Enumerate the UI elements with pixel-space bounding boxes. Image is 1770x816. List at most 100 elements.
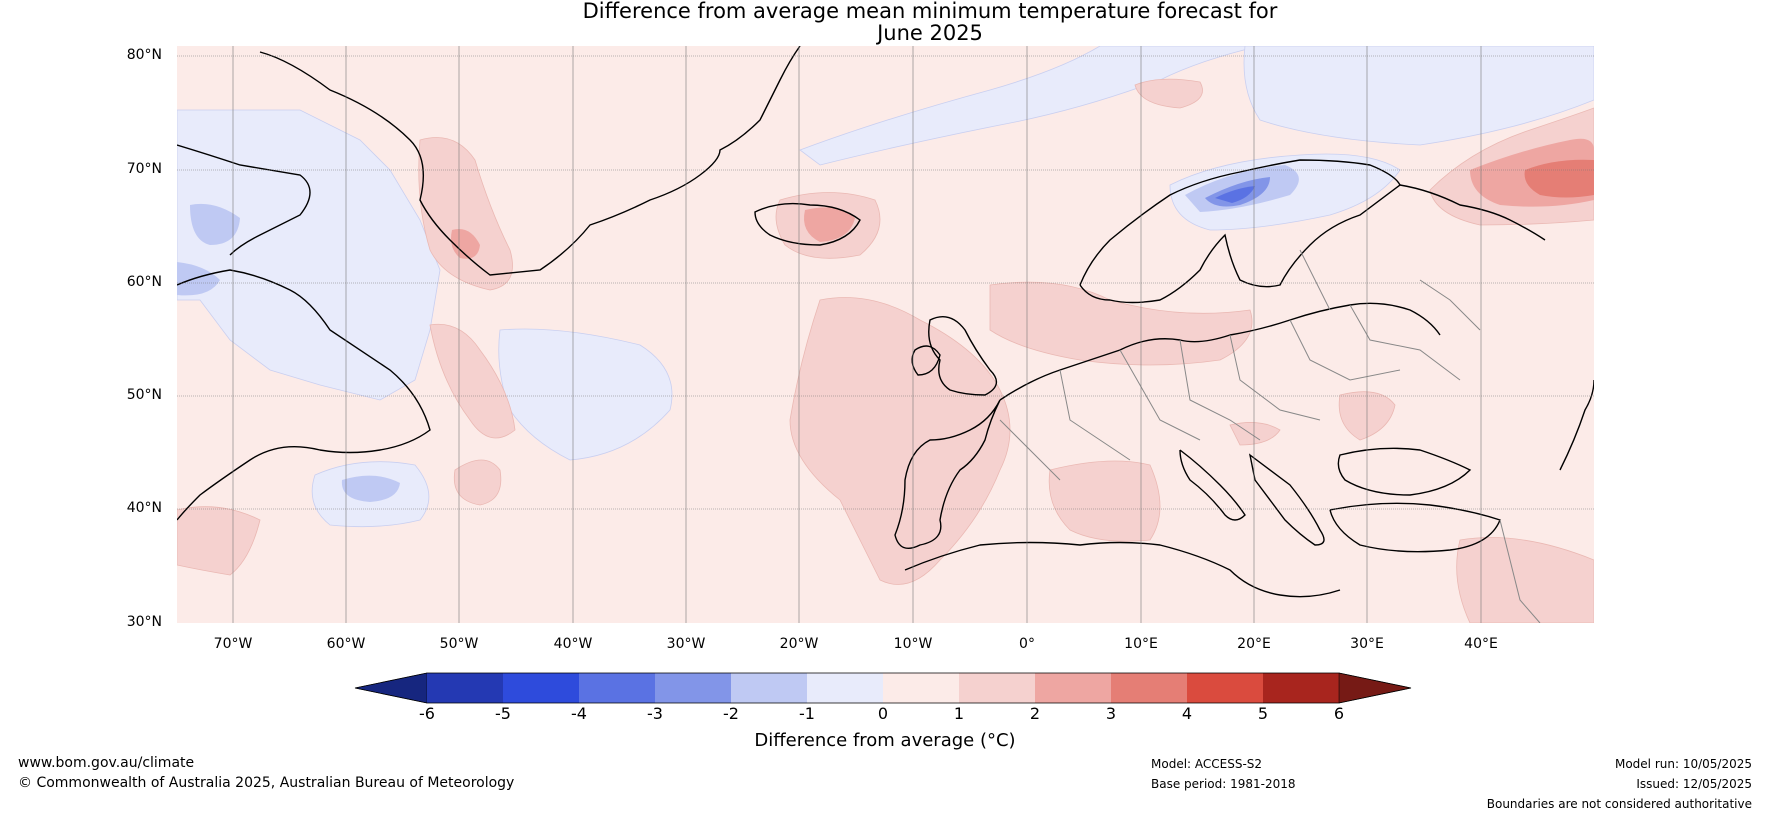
footer-issued: Issued: 12/05/2025 — [1636, 777, 1752, 791]
warm-area-west-atlantic-1 — [429, 323, 516, 439]
colorbar-tick-label: -1 — [799, 704, 815, 723]
coast-balkans — [1248, 453, 1325, 546]
colorbar-extend-low — [354, 672, 428, 704]
lat-label-50n: 50°N — [126, 387, 162, 403]
warm-area-greenland-south-core — [451, 229, 480, 259]
colorbar-segment — [1263, 673, 1339, 703]
colorbar-extend-high — [1338, 672, 1412, 704]
warm-area-west-atlantic-3 — [177, 506, 261, 576]
colorbar-segment — [731, 673, 807, 703]
lon-label-30e: 30°E — [1350, 636, 1384, 652]
coast-north-africa — [904, 541, 1341, 598]
colorbar-tick-label: -2 — [723, 704, 739, 723]
cool-area-scandinavia-3 — [1215, 186, 1255, 203]
warm-area-mediterranean — [1048, 460, 1161, 542]
warm-area-middle-east — [1456, 537, 1594, 623]
lon-label-0: 0° — [1019, 636, 1035, 652]
colorbar-segment — [1187, 673, 1263, 703]
border-5 — [1059, 369, 1131, 461]
colorbar-tick-label: 5 — [1257, 704, 1269, 723]
cool-area-atlantic-2-core — [341, 475, 400, 502]
lon-label-70w: 70°W — [213, 636, 253, 652]
border-2 — [1179, 339, 1261, 441]
warm-area-arctic — [1134, 78, 1203, 109]
coast-kola — [1399, 184, 1546, 241]
cool-area-hudson — [177, 262, 220, 296]
footer-base-period: Base period: 1981-2018 — [1151, 777, 1296, 791]
warm-area-iceland-core — [804, 207, 855, 242]
cool-area-barents — [1243, 46, 1594, 146]
lat-label-30n: 30°N — [126, 614, 162, 630]
colorbar-tick-label: 3 — [1105, 704, 1117, 723]
map-title-line2: June 2025 — [877, 21, 983, 45]
warm-area-east-atlantic — [789, 297, 1011, 585]
colorbar-tick-label: 4 — [1181, 704, 1193, 723]
colorbar-segment — [883, 673, 959, 703]
lat-label-70n: 70°N — [126, 161, 162, 177]
coast-iberia — [894, 399, 1001, 549]
colorbar-segment — [1035, 673, 1111, 703]
coast-caspian — [1559, 379, 1594, 471]
coastlines — [177, 46, 1594, 598]
warm-area-western-europe — [989, 281, 1253, 366]
footer-model: Model: ACCESS-S2 — [1151, 757, 1263, 771]
cool-area-norwegian-sea — [799, 46, 1261, 166]
lon-label-60w: 60°W — [326, 636, 366, 652]
lon-label-20w: 20°W — [779, 636, 819, 652]
colorbar-segment — [427, 673, 503, 703]
footer-model-run: Model run: 10/05/2025 — [1614, 757, 1752, 771]
footer-disclaimer: Boundaries are not considered authoritat… — [1486, 797, 1752, 811]
warm-area-greenland-south — [418, 137, 513, 291]
coast-baffin — [177, 144, 311, 256]
colorbar-tick-label: 2 — [1029, 704, 1041, 723]
lat-label-60n: 60°N — [126, 274, 162, 290]
colorbar-segment — [1111, 673, 1187, 703]
colorbar-segment — [579, 673, 655, 703]
footer-copyright: © Commonwealth of Australia 2025, Austra… — [18, 775, 515, 791]
lat-label-40n: 40°N — [126, 500, 162, 516]
cool-area-baffin — [190, 203, 240, 245]
map-title-line1: Difference from average mean minimum tem… — [582, 0, 1278, 23]
colorbar-tick-label: -4 — [571, 704, 587, 723]
lon-label-30w: 30°W — [666, 636, 706, 652]
coast-greenland — [259, 46, 801, 276]
border-10 — [1499, 519, 1541, 623]
colorbar-segment — [503, 673, 579, 703]
border-1 — [1119, 349, 1201, 441]
coast-iceland — [754, 202, 861, 246]
lon-label-10w: 10°W — [893, 636, 933, 652]
coast-black-sea — [1337, 447, 1472, 496]
borders — [999, 249, 1541, 623]
cool-area-labrador — [177, 109, 441, 401]
colorbar-tick-label: -3 — [647, 704, 663, 723]
colorbar-outline — [354, 672, 1412, 704]
border-4 — [1289, 319, 1401, 381]
border-3 — [1229, 334, 1321, 421]
footer-url: www.bom.gov.au/climate — [18, 755, 195, 771]
lon-label-40w: 40°W — [553, 636, 593, 652]
coast-ireland — [911, 345, 941, 376]
lon-label-40e: 40°E — [1464, 636, 1498, 652]
colorbar-segment — [807, 673, 883, 703]
border-8 — [1419, 279, 1481, 331]
coast-scandinavia — [1079, 159, 1401, 304]
lon-label-10e: 10°E — [1124, 636, 1158, 652]
border-6 — [1349, 304, 1461, 381]
anomaly-contours — [177, 46, 1594, 623]
lat-label-80n: 80°N — [126, 47, 162, 63]
colorbar — [354, 672, 1412, 704]
colorbar-tick-label: -5 — [495, 704, 511, 723]
lon-label-50w: 50°W — [439, 636, 479, 652]
border-7 — [999, 419, 1061, 481]
coast-turkey — [1329, 502, 1501, 553]
colorbar-tick-label: 6 — [1333, 704, 1345, 723]
coast-labrador — [177, 269, 431, 521]
colorbar-tick-label: -6 — [419, 704, 435, 723]
colorbar-segment — [655, 673, 731, 703]
warm-area-barents-east-peak — [1524, 159, 1594, 198]
colorbar-label: Difference from average (°C) — [754, 730, 1016, 751]
coast-italy — [1179, 449, 1246, 521]
colorbar-segment — [959, 673, 1035, 703]
coast-british-isles — [928, 316, 998, 396]
